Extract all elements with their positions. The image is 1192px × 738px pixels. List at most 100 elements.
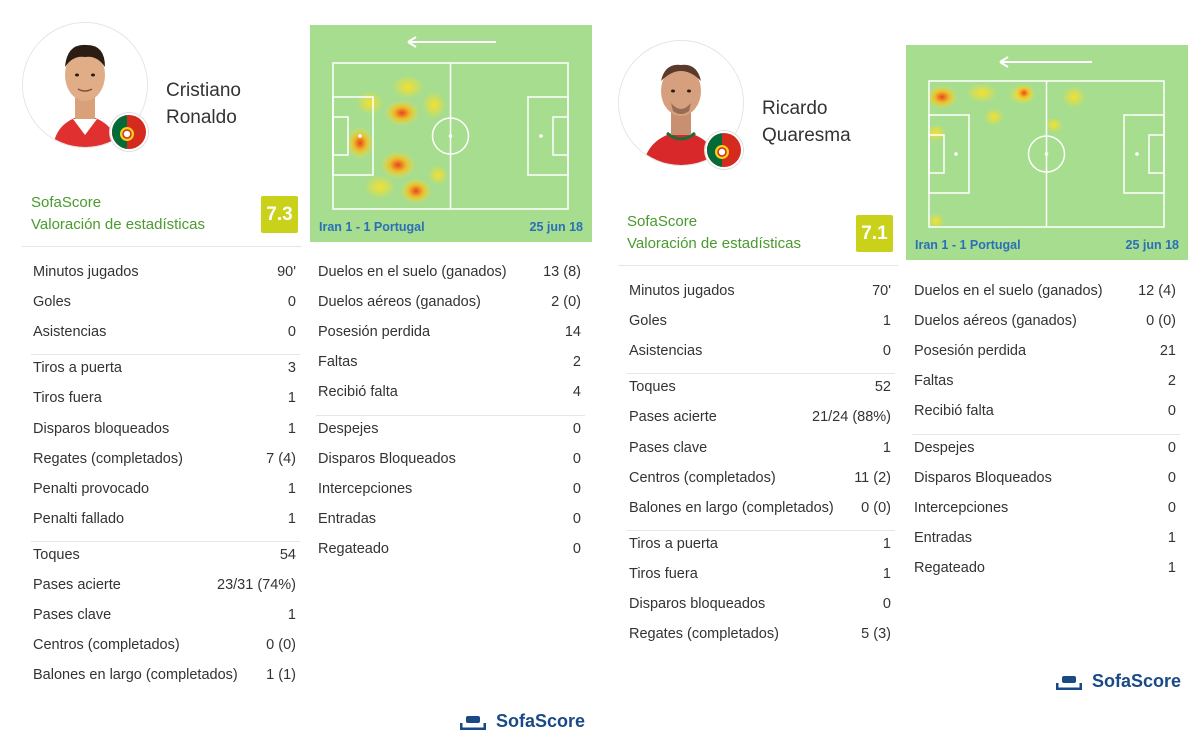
stat-label: Despejes [318,420,379,437]
rating-brand: SofaScore [31,194,102,211]
stat-row: Disparos Bloqueados 0 [318,449,581,469]
stat-value: 0 [1167,403,1176,420]
stat-label: Tiros fuera [629,565,698,582]
stat-row: Disparos bloqueados 0 [629,594,891,614]
stat-label: Tiros a puerta [33,360,122,377]
stat-row: Intercepciones 0 [914,498,1176,518]
stat-row: Posesión perdida 21 [914,341,1176,361]
stat-label: Centros (completados) [33,637,180,654]
stat-value: 90' [277,264,296,280]
heatmap-footer: Iran 1 - 1 Portugal 25 jun 18 [310,212,592,242]
stat-row: Regateado 1 [914,558,1176,578]
stat-row: Faltas 2 [318,352,581,372]
rating-label: Valoración de estadísticas [31,216,205,233]
stat-value: 2 (0) [551,294,581,311]
player-card-ronaldo: Cristiano Ronaldo SofaScore Valoración d… [22,22,592,732]
stat-value: 70' [872,283,891,299]
player-photo [619,41,743,165]
stat-label: Faltas [318,354,358,371]
stat-row: Balones en largo (completados) 1 (1) [33,665,296,685]
stat-value: 54 [279,546,296,563]
match-score[interactable]: Iran 1 - 1 Portugal [319,220,425,234]
stat-label: Toques [629,379,676,396]
divider [618,265,898,266]
stat-row: Posesión perdida 14 [318,322,581,342]
stat-value: 0 (0) [861,499,891,516]
stat-label: Intercepciones [318,480,413,497]
heatmap-footer: Iran 1 - 1 Portugal 25 jun 18 [906,230,1188,260]
stat-value: 0 [572,450,581,467]
stat-value: 1 [882,439,891,456]
stat-value: 1 [287,390,296,407]
stat-row: Recibió falta 4 [318,382,581,402]
stat-value: 4 [572,384,581,401]
divider [22,246,302,247]
stat-row: Recibió falta 0 [914,401,1176,421]
stat-label: Regates (completados) [629,626,779,643]
stat-value: 12 (4) [1138,283,1176,299]
stat-value: 0 [572,540,581,557]
stat-value: 11 (2) [854,469,891,486]
player-name: Cristiano Ronaldo [166,77,241,131]
stat-value: 0 [572,480,581,497]
stat-value: 0 [287,324,296,341]
stat-row: Penalti provocado 1 [33,479,296,499]
stat-row: Regates (completados) 7 (4) [33,449,296,469]
stat-value: 13 (8) [543,264,581,280]
stat-group-divider [31,354,300,356]
stat-label: Entradas [318,510,377,527]
player-card-quaresma: Ricardo Quaresma SofaScore Valoración de… [600,0,1192,738]
stat-label: Disparos Bloqueados [914,469,1052,486]
attack-direction-arrow-icon [999,56,1092,68]
portugal-flag-icon [110,113,148,151]
sofascore-logo: SofaScore [1056,671,1181,692]
rating-badge: 7.1 [856,215,893,252]
stat-value: 1 [1167,529,1176,546]
stat-value: 1 [287,420,296,437]
stat-label: Intercepciones [914,499,1009,516]
rating-brand: SofaScore [627,213,698,230]
stat-row: Minutos jugados 70' [629,281,891,301]
sofascore-logo-icon [1056,675,1082,690]
stat-row: Tiros fuera 1 [629,564,891,584]
player-first-name: Ricardo [762,98,828,119]
stat-label: Pases clave [33,607,112,624]
stat-label: Goles [33,294,71,311]
stat-label: Disparos bloqueados [33,420,170,437]
match-score[interactable]: Iran 1 - 1 Portugal [915,238,1021,252]
stat-row: Toques 54 [33,545,296,565]
stat-value: 23/31 (74%) [217,577,296,593]
stat-row: Entradas 0 [318,509,581,529]
stat-row: Asistencias 0 [33,322,296,342]
stat-row: Duelos en el suelo (ganados) 13 (8) [318,262,581,282]
stat-label: Faltas [914,373,954,390]
stat-label: Disparos bloqueados [629,596,766,612]
stat-row: Centros (completados) 0 (0) [33,635,296,655]
stat-value: 2 [572,354,581,371]
stat-row: Centros (completados) 11 (2) [629,468,891,488]
stat-value: 0 [572,420,581,437]
stat-label: Minutos jugados [629,283,735,299]
stat-label: Toques [33,546,80,563]
stat-label: Tiros a puerta [629,535,718,552]
rating-badge: 7.3 [261,196,298,233]
stat-row: Entradas 1 [914,528,1176,548]
stat-row: Pases clave 1 [33,605,296,625]
stat-row: Asistencias 0 [629,341,891,361]
stat-row: Duelos en el suelo (ganados) 12 (4) [914,281,1176,301]
stat-value: 0 [1167,439,1176,456]
stat-value: 1 [287,510,296,527]
stat-value: 0 [572,510,581,527]
heatmap-panel: Iran 1 - 1 Portugal 25 jun 18 [906,45,1188,260]
stat-row: Intercepciones 0 [318,479,581,499]
rating-block: SofaScore Valoración de estadísticas [31,192,301,236]
stat-label: Disparos Bloqueados [318,450,456,467]
sofascore-logo: SofaScore [460,711,585,732]
stat-label: Recibió falta [318,384,398,401]
rating-block: SofaScore Valoración de estadísticas [627,211,897,255]
stat-row: Disparos bloqueados 1 [33,419,296,439]
stat-row: Tiros a puerta 1 [629,534,891,554]
portugal-flag-icon [705,131,743,169]
stat-row: Regateado 0 [318,539,581,559]
heatmap-pitch [332,36,569,210]
